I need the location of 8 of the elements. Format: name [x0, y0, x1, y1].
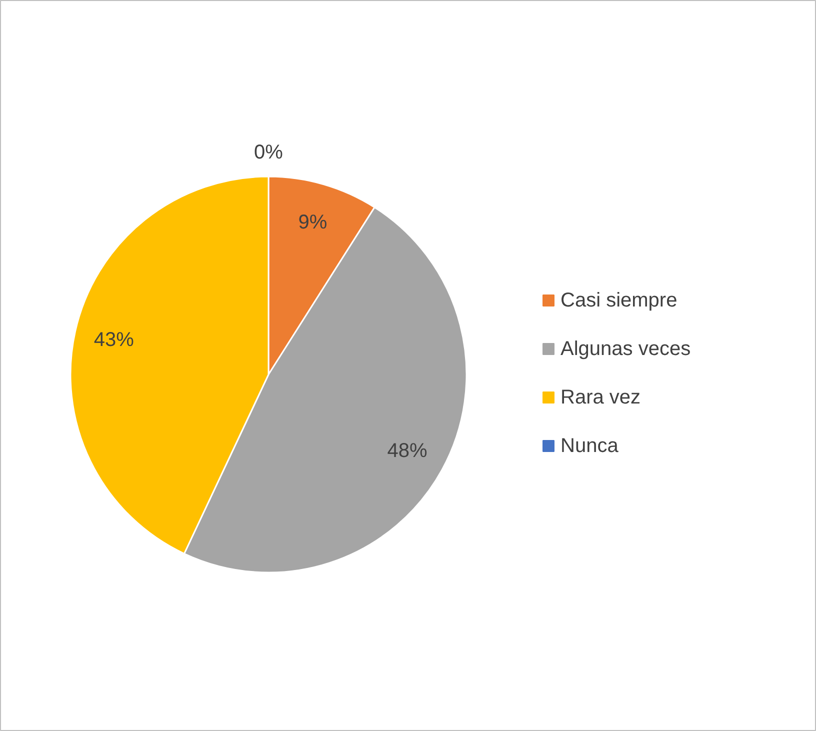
text: 0% — [254, 142, 283, 164]
data-label: 43% — [94, 328, 134, 351]
legend-label: Nunca — [560, 435, 620, 457]
legend-label: Casi siempre — [560, 290, 678, 312]
legend-label: Algunas veces — [560, 338, 691, 360]
legend-label: Rara vez — [560, 386, 641, 408]
data-label: 48% — [387, 440, 428, 462]
data-label: 9% — [298, 211, 328, 234]
